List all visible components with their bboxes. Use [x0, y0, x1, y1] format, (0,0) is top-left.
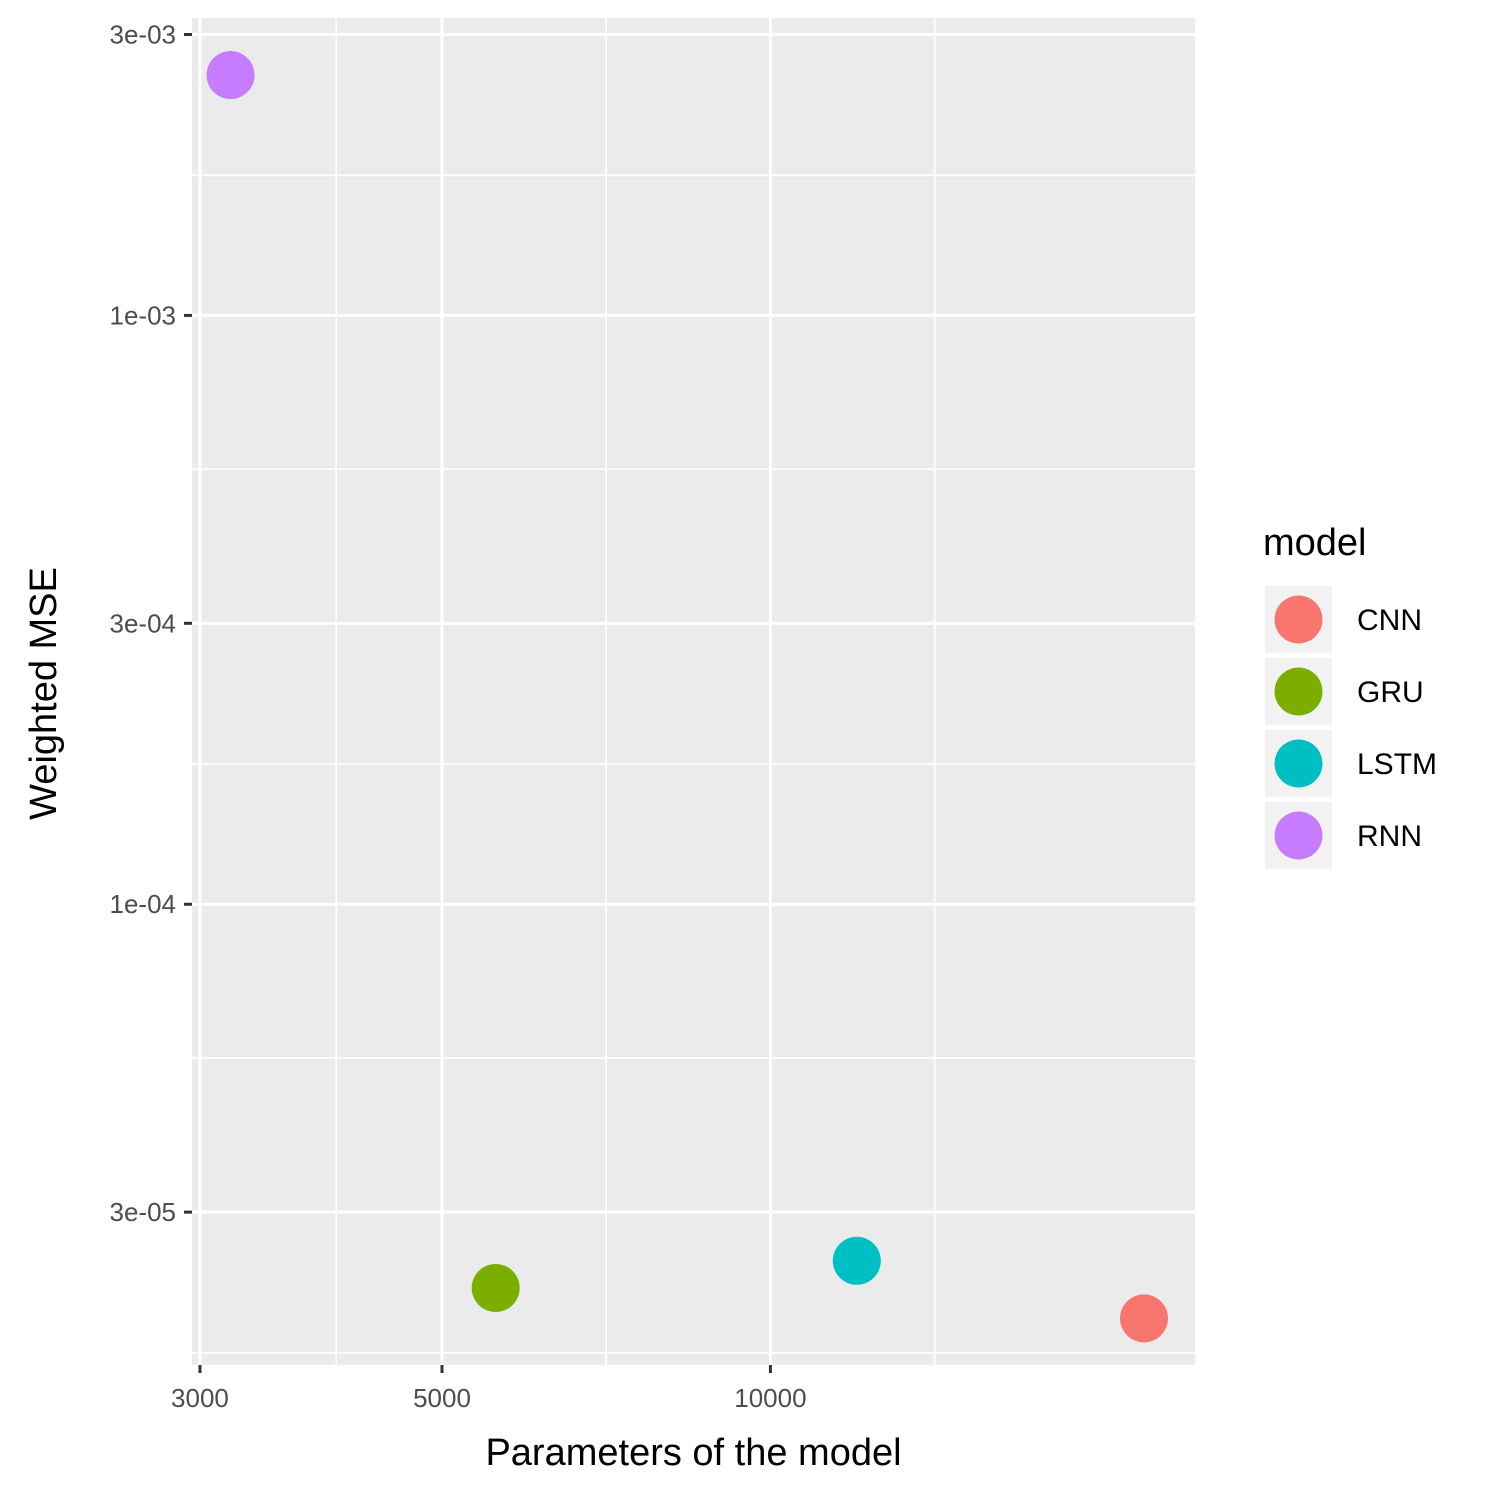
y-axis-title: Weighted MSE [23, 567, 65, 820]
point-rnn [206, 51, 255, 100]
y-tick-label: 1e-03 [110, 300, 177, 330]
y-axis: 3e-05 1e-04 3e-04 1e-03 3e-03 [110, 20, 192, 1227]
x-axis-title: Parameters of the model [485, 1432, 901, 1474]
legend-swatch-cnn [1274, 595, 1323, 644]
minor-gridlines [192, 18, 1195, 1365]
y-tick-label: 3e-03 [110, 20, 177, 50]
plot-panel [192, 18, 1195, 1365]
legend-label-lstm: LSTM [1357, 748, 1437, 781]
point-cnn [1120, 1294, 1169, 1343]
major-gridlines [192, 18, 1195, 1365]
x-tick-label: 10000 [734, 1383, 806, 1413]
legend: model CNN GRU LSTM RNN [1263, 522, 1437, 869]
legend-swatch-gru [1274, 667, 1323, 716]
legend-label-rnn: RNN [1357, 820, 1422, 853]
legend-title: model [1263, 522, 1367, 564]
point-gru [471, 1263, 520, 1312]
y-tick-label: 1e-04 [110, 889, 177, 919]
y-tick-label: 3e-05 [110, 1197, 177, 1227]
x-tick-label: 3000 [171, 1383, 229, 1413]
legend-swatch-rnn [1274, 811, 1323, 860]
data-points [206, 51, 1169, 1343]
legend-label-gru: GRU [1357, 676, 1424, 709]
legend-label-cnn: CNN [1357, 604, 1422, 637]
legend-swatch-lstm [1274, 739, 1323, 788]
y-tick-label: 3e-04 [110, 608, 177, 638]
x-tick-label: 5000 [413, 1383, 471, 1413]
point-lstm [832, 1236, 881, 1285]
x-axis: 3000 5000 10000 [171, 1365, 807, 1413]
